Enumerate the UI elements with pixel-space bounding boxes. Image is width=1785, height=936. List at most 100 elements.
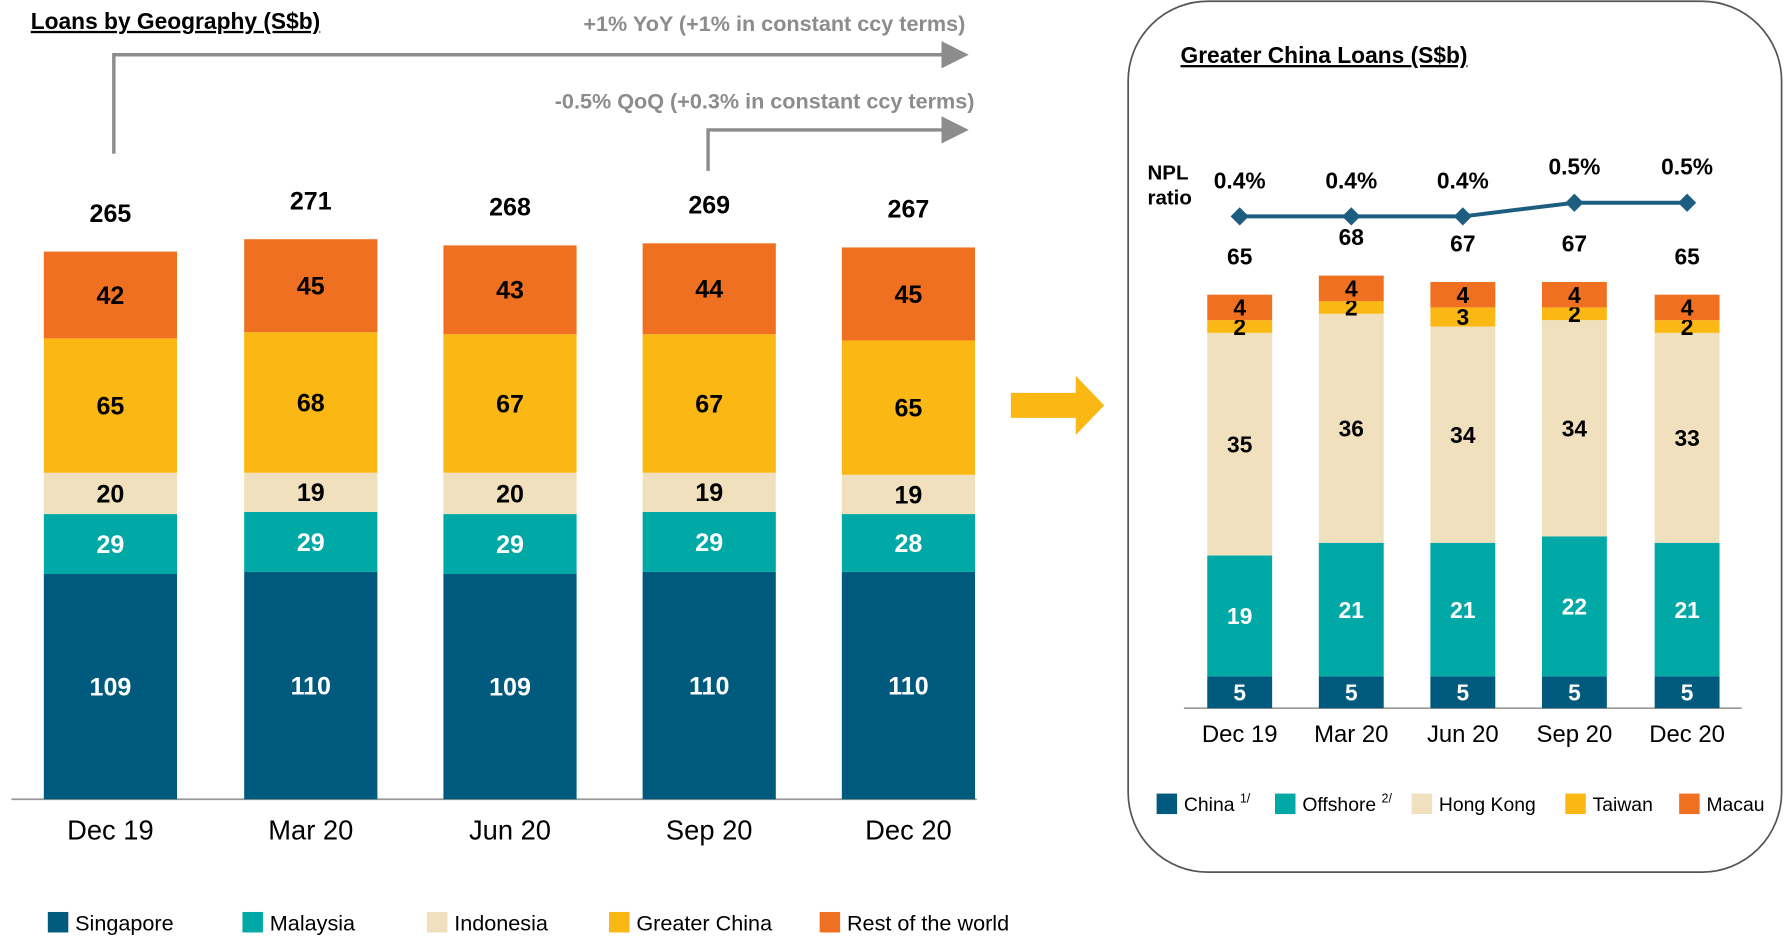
segment-label: 67 xyxy=(496,390,524,418)
segment-label: 3 xyxy=(1457,304,1470,330)
segment-label: 110 xyxy=(291,672,331,700)
legend-name: Greater China xyxy=(636,910,773,935)
total-label: 65 xyxy=(1227,243,1253,269)
total-label: 267 xyxy=(888,196,930,224)
legend-swatch xyxy=(47,911,69,933)
segment-label: 29 xyxy=(97,531,125,559)
bar-segment xyxy=(1541,281,1607,308)
segment-label: 36 xyxy=(1339,416,1364,442)
bar-segment xyxy=(244,472,378,512)
bar-segment xyxy=(244,332,378,473)
legend-label: China 1/ xyxy=(1184,792,1251,817)
total-label: 67 xyxy=(1450,231,1475,257)
legend-footnote: 2/ xyxy=(1382,792,1393,806)
bar-segment xyxy=(642,334,776,473)
legend-swatch xyxy=(1156,793,1178,815)
legend-label: Malaysia xyxy=(270,910,356,935)
legend-swatch xyxy=(1411,793,1433,815)
annotation: +1% YoY (+1% in constant ccy terms) xyxy=(583,11,965,36)
bar-segment xyxy=(244,511,378,572)
npl-axis-label: ratio xyxy=(1148,187,1192,210)
bar-segment xyxy=(43,472,178,515)
bar-segment xyxy=(642,511,776,572)
segment-label: 19 xyxy=(1227,603,1252,629)
segment-label: 5 xyxy=(1681,680,1694,706)
segment-label: 109 xyxy=(489,674,531,702)
segment-label: 44 xyxy=(695,276,723,304)
bar-segment xyxy=(1654,332,1720,543)
segment-label: 20 xyxy=(97,480,125,508)
segment-label: 4 xyxy=(1681,295,1694,321)
segment-label: 5 xyxy=(1233,680,1246,706)
segment-label: 110 xyxy=(888,672,928,700)
total-label: 269 xyxy=(688,191,730,219)
bar-segment xyxy=(841,247,976,341)
segment-label: 29 xyxy=(297,529,325,557)
total-label: 265 xyxy=(90,200,132,228)
bar-segment xyxy=(841,514,976,572)
bar-segment xyxy=(443,472,577,515)
bar-segment xyxy=(443,245,577,335)
bar-segment xyxy=(1541,536,1607,677)
legend-swatch xyxy=(819,911,841,933)
legend-name: Malaysia xyxy=(270,910,356,935)
legend-label: Singapore xyxy=(75,910,174,935)
bar-segment xyxy=(1654,320,1720,333)
legend-label: Indonesia xyxy=(454,910,549,935)
npl-marker xyxy=(1677,193,1697,212)
bar-segment xyxy=(1654,542,1720,677)
bar-segment xyxy=(1541,320,1607,537)
bar-segment xyxy=(43,573,178,800)
bar-segment xyxy=(841,571,976,800)
segment-label: 5 xyxy=(1345,680,1358,706)
legend-name: Rest of the world xyxy=(847,910,1009,935)
segment-label: 19 xyxy=(297,479,325,507)
x-tick-label: Jun 20 xyxy=(469,815,551,846)
bar-segment xyxy=(1207,332,1273,556)
segment-label: 22 xyxy=(1562,594,1587,620)
segment-label: 4 xyxy=(1568,282,1581,308)
legend-name: Singapore xyxy=(75,910,174,935)
legend-label: Offshore 2/ xyxy=(1302,792,1392,817)
legend-name: Hong Kong xyxy=(1439,794,1536,816)
segment-label: 21 xyxy=(1674,597,1700,623)
bar-segment xyxy=(642,472,776,512)
bar-segment xyxy=(1318,275,1384,302)
bar-segment xyxy=(443,334,577,473)
bar-segment xyxy=(43,514,178,574)
bar-segment xyxy=(1541,307,1607,321)
legend-swatch xyxy=(1565,793,1586,815)
npl-label: 0.5% xyxy=(1661,154,1713,180)
bar-segment xyxy=(1654,294,1720,321)
annotation: -0.5% QoQ (+0.3% in constant ccy terms) xyxy=(555,88,975,113)
segment-label: 35 xyxy=(1227,431,1253,457)
segment-label: 45 xyxy=(895,281,923,309)
legend-name: Macau xyxy=(1706,794,1764,816)
bar-segment xyxy=(1430,281,1496,308)
legend-swatch xyxy=(609,911,630,933)
total-label: 268 xyxy=(489,194,531,222)
total-label: 67 xyxy=(1562,231,1587,257)
bar-segment xyxy=(1541,676,1607,709)
npl-axis-label: NPL xyxy=(1148,162,1189,185)
npl-label: 0.4% xyxy=(1325,167,1377,193)
bar-segment xyxy=(1430,542,1496,677)
npl-marker xyxy=(1565,193,1584,212)
bar-segment xyxy=(1430,326,1496,543)
segment-label: 29 xyxy=(496,531,524,559)
segment-label: 2 xyxy=(1233,314,1246,340)
segment-label: 4 xyxy=(1457,282,1470,308)
yoy-arrow xyxy=(112,41,969,154)
segment-label: 28 xyxy=(895,530,923,558)
legend-label: Rest of the world xyxy=(847,910,1009,935)
legend-name: China xyxy=(1184,794,1235,816)
bar-segment xyxy=(1207,320,1273,333)
x-tick-label: Sep 20 xyxy=(666,815,753,846)
segment-label: 29 xyxy=(695,529,723,557)
bar-segment xyxy=(1430,676,1496,709)
segment-label: 43 xyxy=(496,277,524,305)
bar-segment xyxy=(43,338,178,473)
bar-segment xyxy=(1318,313,1384,543)
segment-label: 21 xyxy=(1339,597,1365,623)
legend-name: Offshore xyxy=(1302,794,1376,816)
